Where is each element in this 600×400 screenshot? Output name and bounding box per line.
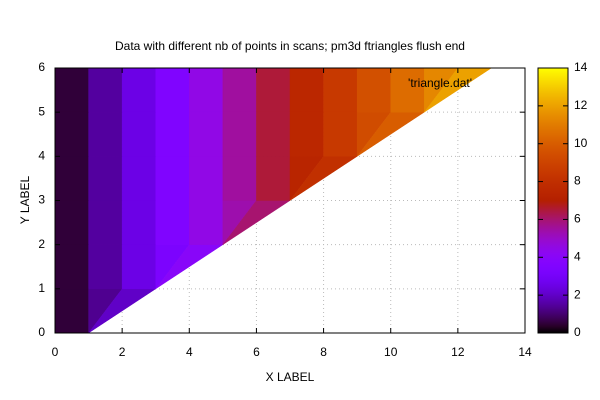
surface-cell (88, 67, 123, 113)
colorbar-tick-label: 14 (574, 60, 588, 74)
surface-cell (54, 111, 89, 157)
colorbox (537, 67, 569, 334)
surface-cell (155, 200, 190, 245)
colorbar-tick-label: 0 (574, 325, 581, 339)
surface-cell (289, 67, 324, 113)
surface-cell (155, 67, 190, 113)
x-axis-label: X LABEL (266, 370, 315, 384)
y-tick-label: 0 (38, 325, 45, 339)
legend-label: 'triangle.dat' (408, 76, 472, 90)
y-tick-label: 5 (38, 104, 45, 118)
surface-cell (289, 111, 324, 157)
surface-cell (256, 156, 291, 201)
surface-cell (222, 111, 257, 157)
y-tick-label: 2 (38, 237, 45, 251)
surface-cell (54, 67, 89, 113)
surface-cell (121, 244, 156, 290)
y-axis-label: Y LABEL (18, 175, 32, 224)
y-tick-label: 3 (38, 193, 45, 207)
colorbar-tick-label: 6 (574, 212, 581, 226)
surface-cell (88, 111, 123, 157)
surface-cell (222, 156, 257, 201)
surface-cell (189, 67, 224, 113)
surface-cell (88, 200, 123, 245)
surface-cell (356, 67, 391, 113)
colorbar-tick-label: 2 (574, 287, 581, 301)
surface-cell (121, 67, 156, 113)
x-tick-label: 14 (518, 345, 532, 359)
colorbar-tick-label: 12 (574, 98, 588, 112)
surface-cell (88, 244, 123, 290)
x-tick-label: 6 (253, 345, 260, 359)
surface-cell (54, 156, 89, 201)
surface-cell (121, 111, 156, 157)
x-tick-label: 8 (320, 345, 327, 359)
surface-cell (121, 156, 156, 201)
colorbar-tick-label: 10 (574, 136, 588, 150)
surface-cell (323, 67, 358, 113)
chart-title: Data with different nb of points in scan… (115, 39, 465, 53)
y-tick-label: 6 (38, 60, 45, 74)
y-tick-label: 1 (38, 281, 45, 295)
surface-cell (323, 111, 358, 157)
surface-cell (121, 200, 156, 245)
surface-cell (256, 111, 291, 157)
x-tick-label: 0 (52, 345, 59, 359)
x-tick-label: 10 (384, 345, 398, 359)
colorbar-tick-label: 4 (574, 249, 581, 263)
surface-cell (54, 200, 89, 245)
surface-cell (54, 288, 89, 334)
surface-cell (155, 156, 190, 201)
surface-cell (155, 111, 190, 157)
x-tick-label: 4 (186, 345, 193, 359)
surface-cell (54, 244, 89, 290)
surface-cell (88, 156, 123, 201)
surface-cell (189, 200, 224, 245)
surface-cell (222, 67, 257, 113)
surface-cell (256, 67, 291, 113)
surface-cell (189, 111, 224, 157)
x-tick-label: 2 (119, 345, 126, 359)
y-tick-label: 4 (38, 149, 45, 163)
x-tick-label: 12 (451, 345, 465, 359)
colorbar-tick-label: 8 (574, 174, 581, 188)
surface-cell (189, 156, 224, 201)
